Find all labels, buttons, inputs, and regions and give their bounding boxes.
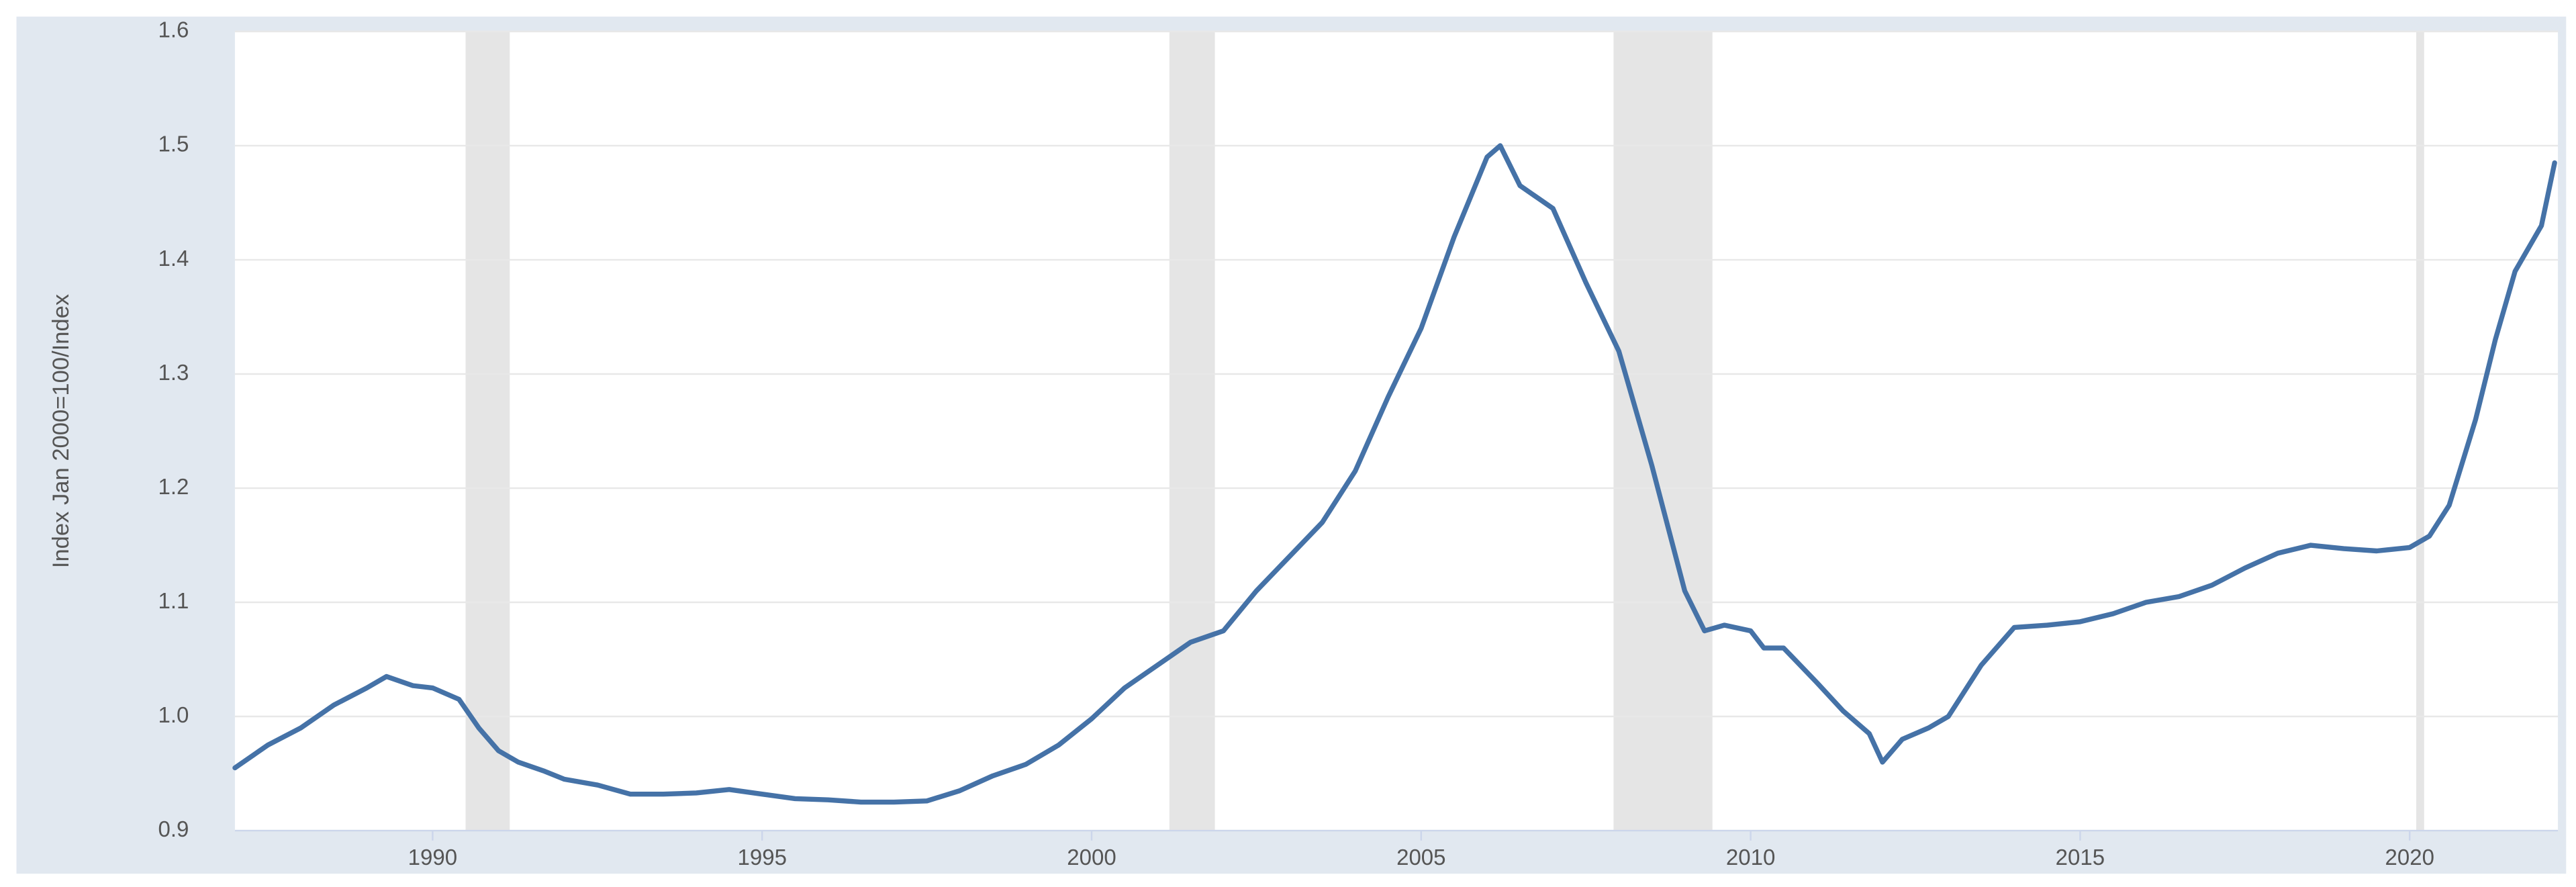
x-tick-label: 2000 (1067, 845, 1116, 870)
y-tick-label: 1.3 (158, 361, 189, 385)
y-tick-label: 1.2 (158, 475, 189, 500)
x-tick-label: 1990 (408, 845, 457, 870)
x-tick-label: 2005 (1396, 845, 1445, 870)
y-tick-label: 1.0 (158, 703, 189, 728)
x-tick-label: 2010 (1726, 845, 1775, 870)
plot-area (234, 31, 2559, 831)
y-tick-label: 1.1 (158, 589, 189, 614)
y-tick-label: 1.5 (158, 132, 189, 157)
y-tick-label: 0.9 (158, 817, 189, 842)
y-tick-label: 1.6 (158, 18, 189, 43)
recession-band (2416, 31, 2424, 831)
x-tick-label: 2015 (2056, 845, 2105, 870)
y-axis-label: Index Jan 2000=100/Index (48, 294, 74, 568)
x-tick-label: 1995 (737, 845, 786, 870)
recession-band (1169, 31, 1215, 831)
recession-band (1613, 31, 1713, 831)
x-tick-label: 2020 (2385, 845, 2434, 870)
data-line (232, 143, 2557, 805)
y-tick-label: 1.4 (158, 246, 189, 271)
recession-band (465, 31, 510, 831)
